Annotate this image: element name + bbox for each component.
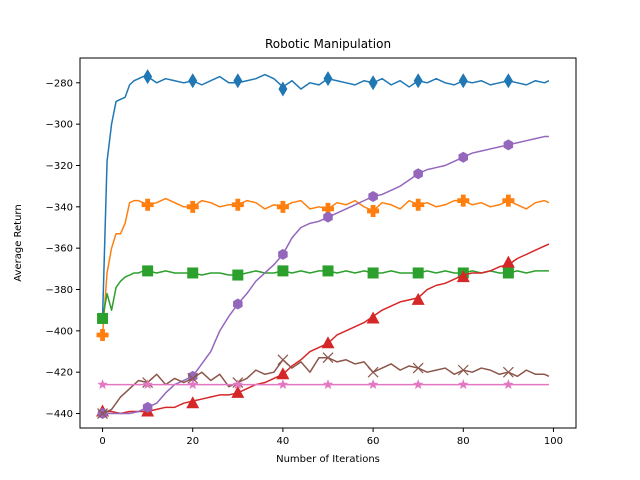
x-tick-label: 80 [457, 436, 470, 447]
data-point-star [187, 379, 198, 390]
data-point-plus [141, 198, 154, 211]
data-point-hexagon [413, 168, 423, 180]
data-point-triangle [231, 385, 245, 398]
data-point-triangle [186, 396, 200, 409]
axes-background [80, 58, 576, 428]
data-point-plus [367, 204, 380, 217]
data-point-square [277, 265, 289, 277]
data-point-x [97, 408, 108, 419]
data-point-plus [276, 200, 289, 213]
x-tick-label: 0 [99, 436, 105, 447]
data-point-star [232, 379, 244, 390]
data-point-triangle [501, 255, 515, 268]
data-point-hexagon [503, 139, 514, 151]
data-point-star [458, 379, 469, 390]
data-point-plus [322, 202, 334, 215]
data-point-triangle [366, 311, 380, 324]
data-point-x [457, 364, 469, 376]
data-point-plus [96, 328, 109, 341]
data-point-star [97, 379, 108, 390]
data-point-star [277, 379, 289, 390]
y-tick-label: −280 [46, 78, 73, 89]
data-point-star [503, 379, 514, 390]
x-tick-label: 100 [544, 436, 563, 447]
data-point-plus [186, 200, 199, 213]
data-point-hexagon [233, 298, 243, 310]
x-tick-label: 20 [186, 436, 199, 447]
data-point-hexagon [323, 211, 333, 223]
series-layer [96, 69, 550, 420]
data-point-diamond [458, 73, 468, 89]
plot-area [79, 57, 577, 429]
y-tick-label: −380 [46, 285, 73, 296]
data-point-diamond [413, 73, 423, 89]
data-point-hexagon [368, 190, 378, 202]
data-point-plus [231, 198, 244, 211]
data-point-star [367, 379, 379, 390]
data-point-x [412, 362, 424, 374]
chart-title: Robotic Manipulation [265, 37, 391, 51]
data-point-plus [502, 194, 515, 207]
data-point-diamond [368, 75, 378, 91]
data-point-square [97, 312, 109, 324]
data-point-hexagon [278, 248, 288, 260]
data-point-hexagon [458, 151, 469, 163]
data-point-triangle [276, 367, 290, 380]
data-point-triangle [456, 270, 470, 283]
series-diamond [101, 69, 550, 319]
data-point-diamond [323, 71, 333, 87]
data-point-square [142, 265, 154, 277]
axes-frame [79, 57, 577, 429]
data-point-square [322, 265, 334, 277]
data-point-triangle [321, 336, 335, 349]
series-x [97, 352, 550, 419]
data-point-triangle [411, 292, 425, 305]
data-point-star [142, 379, 153, 390]
data-point-x [322, 352, 334, 364]
data-point-diamond [188, 73, 198, 89]
data-point-diamond [503, 73, 513, 89]
data-point-x [277, 354, 289, 366]
x-tick-label: 40 [277, 436, 290, 447]
data-point-star [412, 379, 424, 390]
y-tick-label: −440 [46, 409, 73, 420]
data-point-star [322, 379, 334, 390]
data-point-x [187, 372, 199, 384]
x-tick-label: 60 [367, 436, 380, 447]
data-point-hexagon [142, 401, 153, 413]
y-tick-label: −320 [46, 161, 73, 172]
x-axis-label: Number of Iterations [276, 454, 380, 465]
data-point-plus [412, 198, 425, 211]
y-axis-label: Average Return [13, 204, 24, 281]
data-point-square [187, 267, 199, 279]
y-axis: −440 −420 −400 −380 −360 −340 −320 −300 −280 [46, 78, 80, 420]
data-point-square [367, 267, 379, 279]
data-point-square [502, 267, 514, 279]
data-point-diamond [278, 81, 288, 97]
x-axis: 0 20 40 60 80 100 [99, 428, 563, 447]
series-plus [96, 194, 550, 341]
data-point-plus [457, 194, 470, 207]
data-point-x [367, 366, 379, 378]
y-tick-label: −420 [46, 368, 73, 379]
data-point-x [502, 366, 514, 378]
y-tick-label: −300 [46, 120, 73, 131]
series-star [97, 379, 549, 390]
data-point-square [232, 269, 244, 281]
data-point-diamond [233, 73, 243, 89]
y-tick-label: −340 [46, 202, 73, 213]
data-point-diamond [143, 69, 153, 85]
y-tick-label: −360 [46, 244, 73, 255]
data-point-square [412, 267, 424, 279]
y-tick-label: −400 [46, 326, 73, 337]
